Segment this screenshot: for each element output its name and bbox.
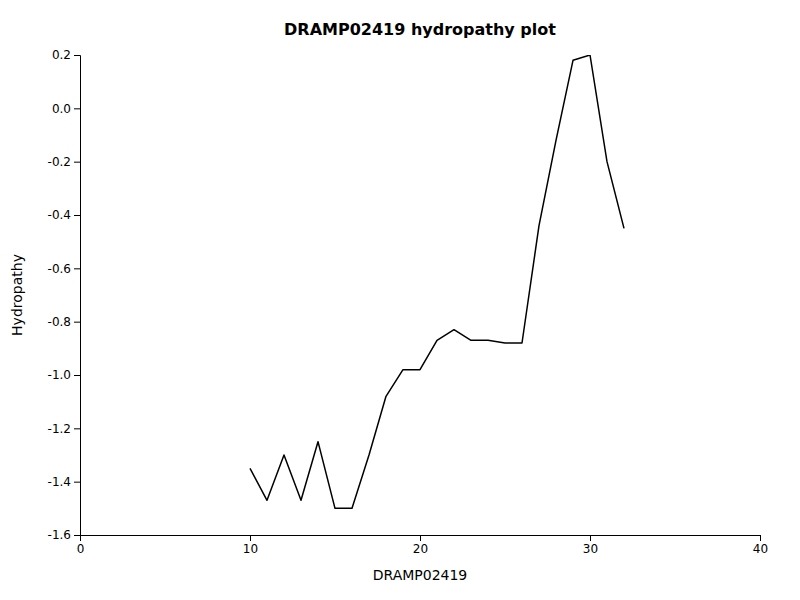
y-tick-mark — [74, 535, 80, 536]
x-tick-mark — [250, 535, 251, 541]
y-tick: -1.0 — [48, 368, 80, 382]
y-tick-mark — [74, 268, 80, 269]
plot-area — [250, 55, 624, 508]
x-tick-mark — [420, 535, 421, 541]
y-tick-mark — [74, 215, 80, 216]
y-axis-line — [74, 56, 81, 536]
x-tick: 40 — [753, 535, 768, 556]
y-tick: -1.2 — [48, 422, 80, 436]
x-axis-line — [81, 536, 761, 542]
y-tick-label: -1.4 — [48, 475, 71, 489]
y-tick-mark — [74, 375, 80, 376]
y-tick-mark — [74, 322, 80, 323]
y-tick: 0.0 — [52, 102, 80, 116]
x-tick: 10 — [243, 535, 258, 556]
x-tick: 30 — [583, 535, 598, 556]
y-tick: -0.6 — [48, 262, 80, 276]
y-tick-label: -0.8 — [48, 315, 71, 329]
x-axis: 0 10 20 30 40 — [77, 535, 768, 556]
y-tick: -1.6 — [48, 528, 80, 542]
x-tick-label: 40 — [753, 542, 768, 556]
y-tick-mark — [74, 108, 80, 109]
y-tick: -1.4 — [48, 475, 80, 489]
x-tick-label: 30 — [583, 542, 598, 556]
x-tick: 20 — [413, 535, 428, 556]
y-tick-label: -0.2 — [48, 155, 71, 169]
chart: 0 10 20 30 40 -1.6 -1.4 -1.2 -1.0 -0.8 -0.6 -0.4 -0.… — [0, 0, 800, 600]
y-tick-mark — [74, 55, 80, 56]
x-tick-mark — [590, 535, 591, 541]
y-tick: -0.8 — [48, 315, 80, 329]
x-axis-title: DRAMP02419 — [373, 567, 468, 583]
y-tick: -0.2 — [48, 155, 80, 169]
y-axis-title: Hydropathy — [9, 254, 25, 336]
y-tick-mark — [74, 428, 80, 429]
x-tick-label: 20 — [413, 542, 428, 556]
x-tick-label: 0 — [77, 542, 85, 556]
y-tick-mark — [74, 482, 80, 483]
y-tick-label: 0.2 — [52, 48, 71, 62]
y-tick-label: -1.2 — [48, 422, 71, 436]
x-tick-label: 10 — [243, 542, 258, 556]
y-tick-label: 0.0 — [52, 102, 71, 116]
chart-title: DRAMP02419 hydropathy plot — [284, 20, 556, 39]
y-tick-label: -1.0 — [48, 368, 71, 382]
x-tick-mark — [760, 535, 761, 541]
y-tick: 0.2 — [52, 48, 80, 62]
y-axis: -1.6 -1.4 -1.2 -1.0 -0.8 -0.6 -0.4 -0.2 0.0 0.2 — [48, 48, 81, 542]
y-tick: -0.4 — [48, 208, 80, 222]
y-tick-label: -0.4 — [48, 208, 71, 222]
y-tick-mark — [74, 162, 80, 163]
data-line — [250, 55, 624, 508]
x-tick: 0 — [77, 535, 85, 556]
y-tick-label: -1.6 — [48, 528, 71, 542]
y-tick-label: -0.6 — [48, 262, 71, 276]
